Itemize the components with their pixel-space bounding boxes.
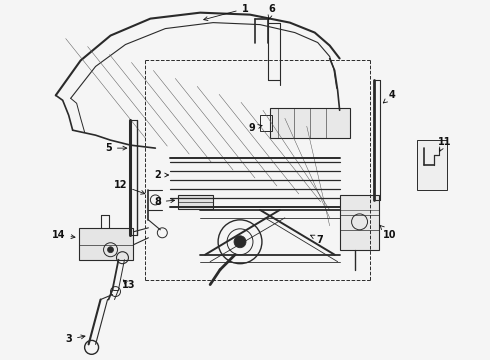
- Text: 1: 1: [204, 4, 248, 21]
- Text: 3: 3: [65, 334, 85, 345]
- Bar: [260, 115, 272, 131]
- Text: 5: 5: [105, 143, 127, 153]
- Text: 14: 14: [52, 230, 75, 240]
- Text: 6: 6: [268, 4, 275, 19]
- Text: 8: 8: [154, 197, 174, 207]
- Text: 10: 10: [380, 225, 396, 240]
- Text: 2: 2: [154, 170, 169, 180]
- Bar: [270, 108, 349, 138]
- Circle shape: [234, 236, 246, 248]
- Text: 4: 4: [383, 90, 396, 103]
- Text: 9: 9: [248, 123, 262, 133]
- Text: 13: 13: [122, 280, 135, 289]
- Bar: [340, 195, 379, 250]
- Bar: [417, 140, 447, 190]
- Bar: [78, 228, 133, 260]
- Text: 11: 11: [438, 137, 451, 151]
- Text: 12: 12: [114, 180, 145, 194]
- Text: 7: 7: [311, 235, 323, 245]
- Bar: [178, 195, 213, 209]
- Circle shape: [107, 247, 114, 253]
